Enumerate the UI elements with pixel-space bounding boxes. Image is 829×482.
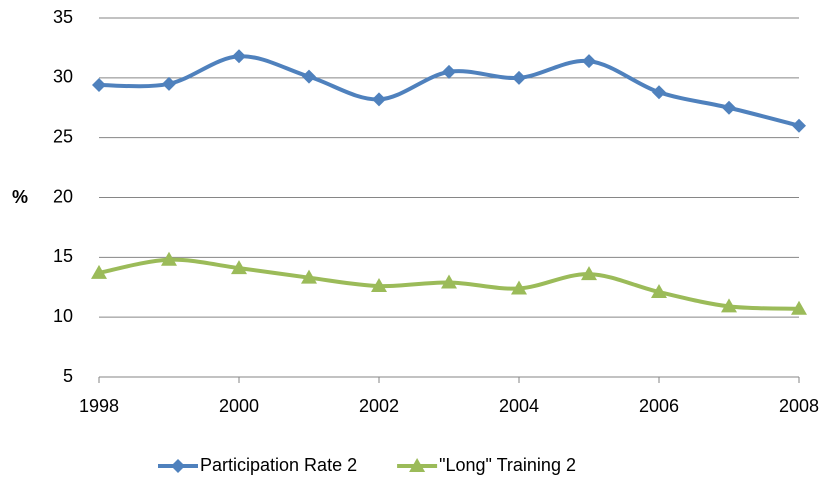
data-point xyxy=(652,85,666,100)
data-point xyxy=(791,300,807,315)
y-tick-label: 5 xyxy=(63,366,73,386)
y-tick-label: 35 xyxy=(53,7,73,27)
y-tick-label: 10 xyxy=(53,306,73,326)
data-point xyxy=(231,260,247,275)
y-tick-label: 20 xyxy=(53,186,73,206)
data-point xyxy=(232,49,246,64)
legend-label: Participation Rate 2 xyxy=(200,455,357,475)
data-point xyxy=(161,251,177,266)
data-point xyxy=(651,284,667,299)
x-tick-label: 2008 xyxy=(779,396,819,416)
data-point xyxy=(371,278,387,293)
x-tick-label: 2002 xyxy=(359,396,399,416)
y-tick-label: 15 xyxy=(53,246,73,266)
data-point xyxy=(442,64,456,79)
data-point xyxy=(511,280,527,295)
x-tick-label: 2006 xyxy=(639,396,679,416)
data-point xyxy=(372,92,386,107)
data-point xyxy=(441,274,457,289)
data-point xyxy=(792,118,806,133)
legend-label: "Long" Training 2 xyxy=(439,455,576,475)
data-point xyxy=(721,298,737,313)
data-point xyxy=(582,54,596,69)
legend-marker xyxy=(409,458,426,472)
data-point xyxy=(162,76,176,91)
x-tick-label: 2000 xyxy=(219,396,259,416)
data-point xyxy=(512,70,526,85)
y-tick-label: 30 xyxy=(53,67,73,87)
y-axis-label: % xyxy=(12,187,28,207)
data-point xyxy=(301,269,317,284)
data-point xyxy=(722,100,736,115)
legend-marker xyxy=(171,459,185,473)
data-point xyxy=(92,78,106,93)
x-tick-label: 1998 xyxy=(79,396,119,416)
data-point xyxy=(302,69,316,84)
data-point xyxy=(91,264,107,279)
x-tick-label: 2004 xyxy=(499,396,539,416)
y-tick-label: 25 xyxy=(53,126,73,146)
data-point xyxy=(581,266,597,281)
